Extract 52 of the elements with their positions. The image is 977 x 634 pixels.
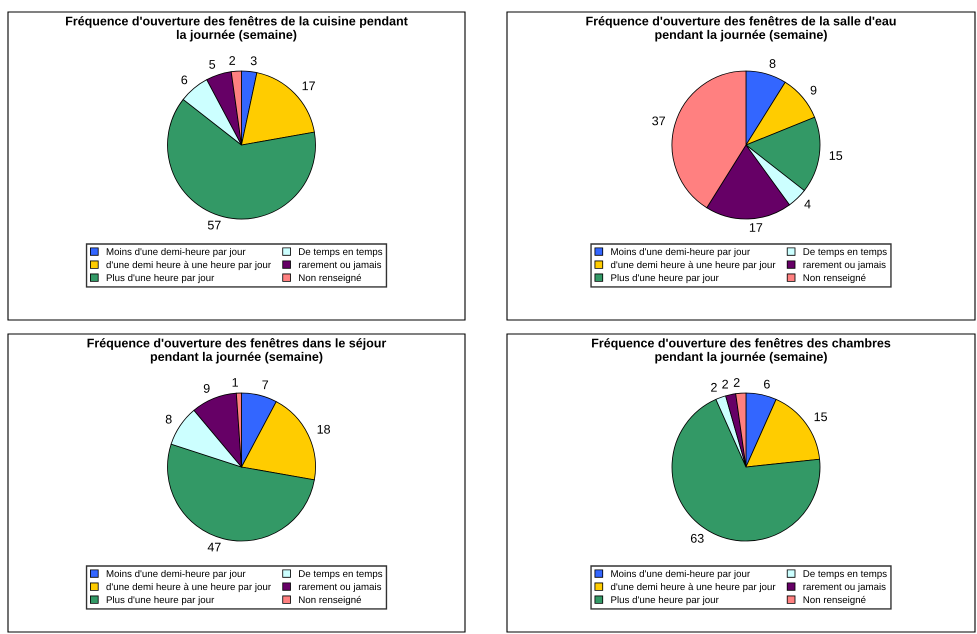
data-label: 2	[734, 378, 740, 387]
data-label: 37	[652, 116, 665, 126]
data-label: 9	[810, 86, 816, 95]
legend-label: rarement ou jamais	[803, 582, 886, 592]
legend-label: rarement ou jamais	[298, 260, 382, 270]
data-label: 17	[302, 82, 315, 90]
data-label: 5	[209, 60, 216, 69]
legend-label: d'une demi heure à une heure par jour	[610, 582, 776, 592]
data-label: 8	[770, 59, 776, 68]
data-label: 17	[750, 223, 762, 232]
legend-label: De temps en temps	[299, 248, 382, 258]
data-label: 2	[711, 382, 717, 392]
legend-label: Non renseigné	[299, 596, 362, 606]
legend-label: d'une demi heure à une heure par jour	[106, 260, 271, 270]
data-label: 2	[722, 380, 728, 388]
data-label: 15	[814, 412, 828, 422]
legend-label: Plus d'une heure par jour	[611, 596, 719, 606]
legend-label: Moins d'une demi-heure par jour	[611, 570, 750, 580]
legend-label: Moins d'une demi-heure par jour	[611, 248, 750, 258]
legend-label: Plus d'une heure par jour	[106, 596, 214, 606]
legend-label: rarement ou jamais	[803, 260, 886, 270]
legend-label: De temps en temps	[804, 248, 887, 258]
legend-label: Non renseigné	[299, 274, 362, 284]
legend-label: Non renseigné	[804, 274, 866, 284]
chart-title: Fréquence d'ouverture des fenêtres des chambres pendant la journée (semaine)	[592, 338, 890, 364]
legend-label: Non renseigné	[804, 596, 866, 606]
data-label: 7	[262, 380, 268, 390]
chart-title: Fréquence d'ouverture des fenêtres dans le séjour pendant la journée (semaine)	[88, 338, 386, 364]
legend-label: rarement ou jamais	[298, 582, 382, 592]
legend-label: Plus d'une heure par jour	[611, 274, 719, 284]
data-label: 63	[690, 534, 704, 543]
data-label: 4	[804, 200, 811, 208]
data-label: 57	[208, 220, 221, 230]
data-label: 1	[232, 378, 238, 387]
legend-label: d'une demi heure à une heure par jour	[610, 260, 776, 270]
data-label: 47	[208, 542, 221, 552]
data-label: 8	[166, 414, 172, 424]
data-label: 2	[229, 56, 236, 65]
data-label: 15	[830, 151, 842, 160]
legend-label: Moins d'une demi-heure par jour	[106, 570, 246, 580]
data-label: 18	[318, 424, 330, 434]
data-label: 3	[250, 56, 257, 66]
chart-title: Fréquence d'ouverture des fenêtres de la salle d'eau pendant la journée (semaine)	[586, 16, 896, 42]
data-label: 6	[764, 380, 770, 389]
chart-title: Fréquence d'ouverture des fenêtres de la cuisine pendant la journée (semaine)	[66, 16, 408, 42]
data-label: 6	[181, 75, 188, 84]
legend-label: Moins d'une demi-heure par jour	[106, 248, 246, 258]
legend-label: d'une demi heure à une heure par jour	[106, 582, 271, 592]
legend-label: Plus d'une heure par jour	[106, 274, 214, 284]
legend-label: De temps en temps	[804, 570, 887, 580]
data-label: 9	[204, 384, 210, 393]
legend-label: De temps en temps	[299, 570, 382, 580]
